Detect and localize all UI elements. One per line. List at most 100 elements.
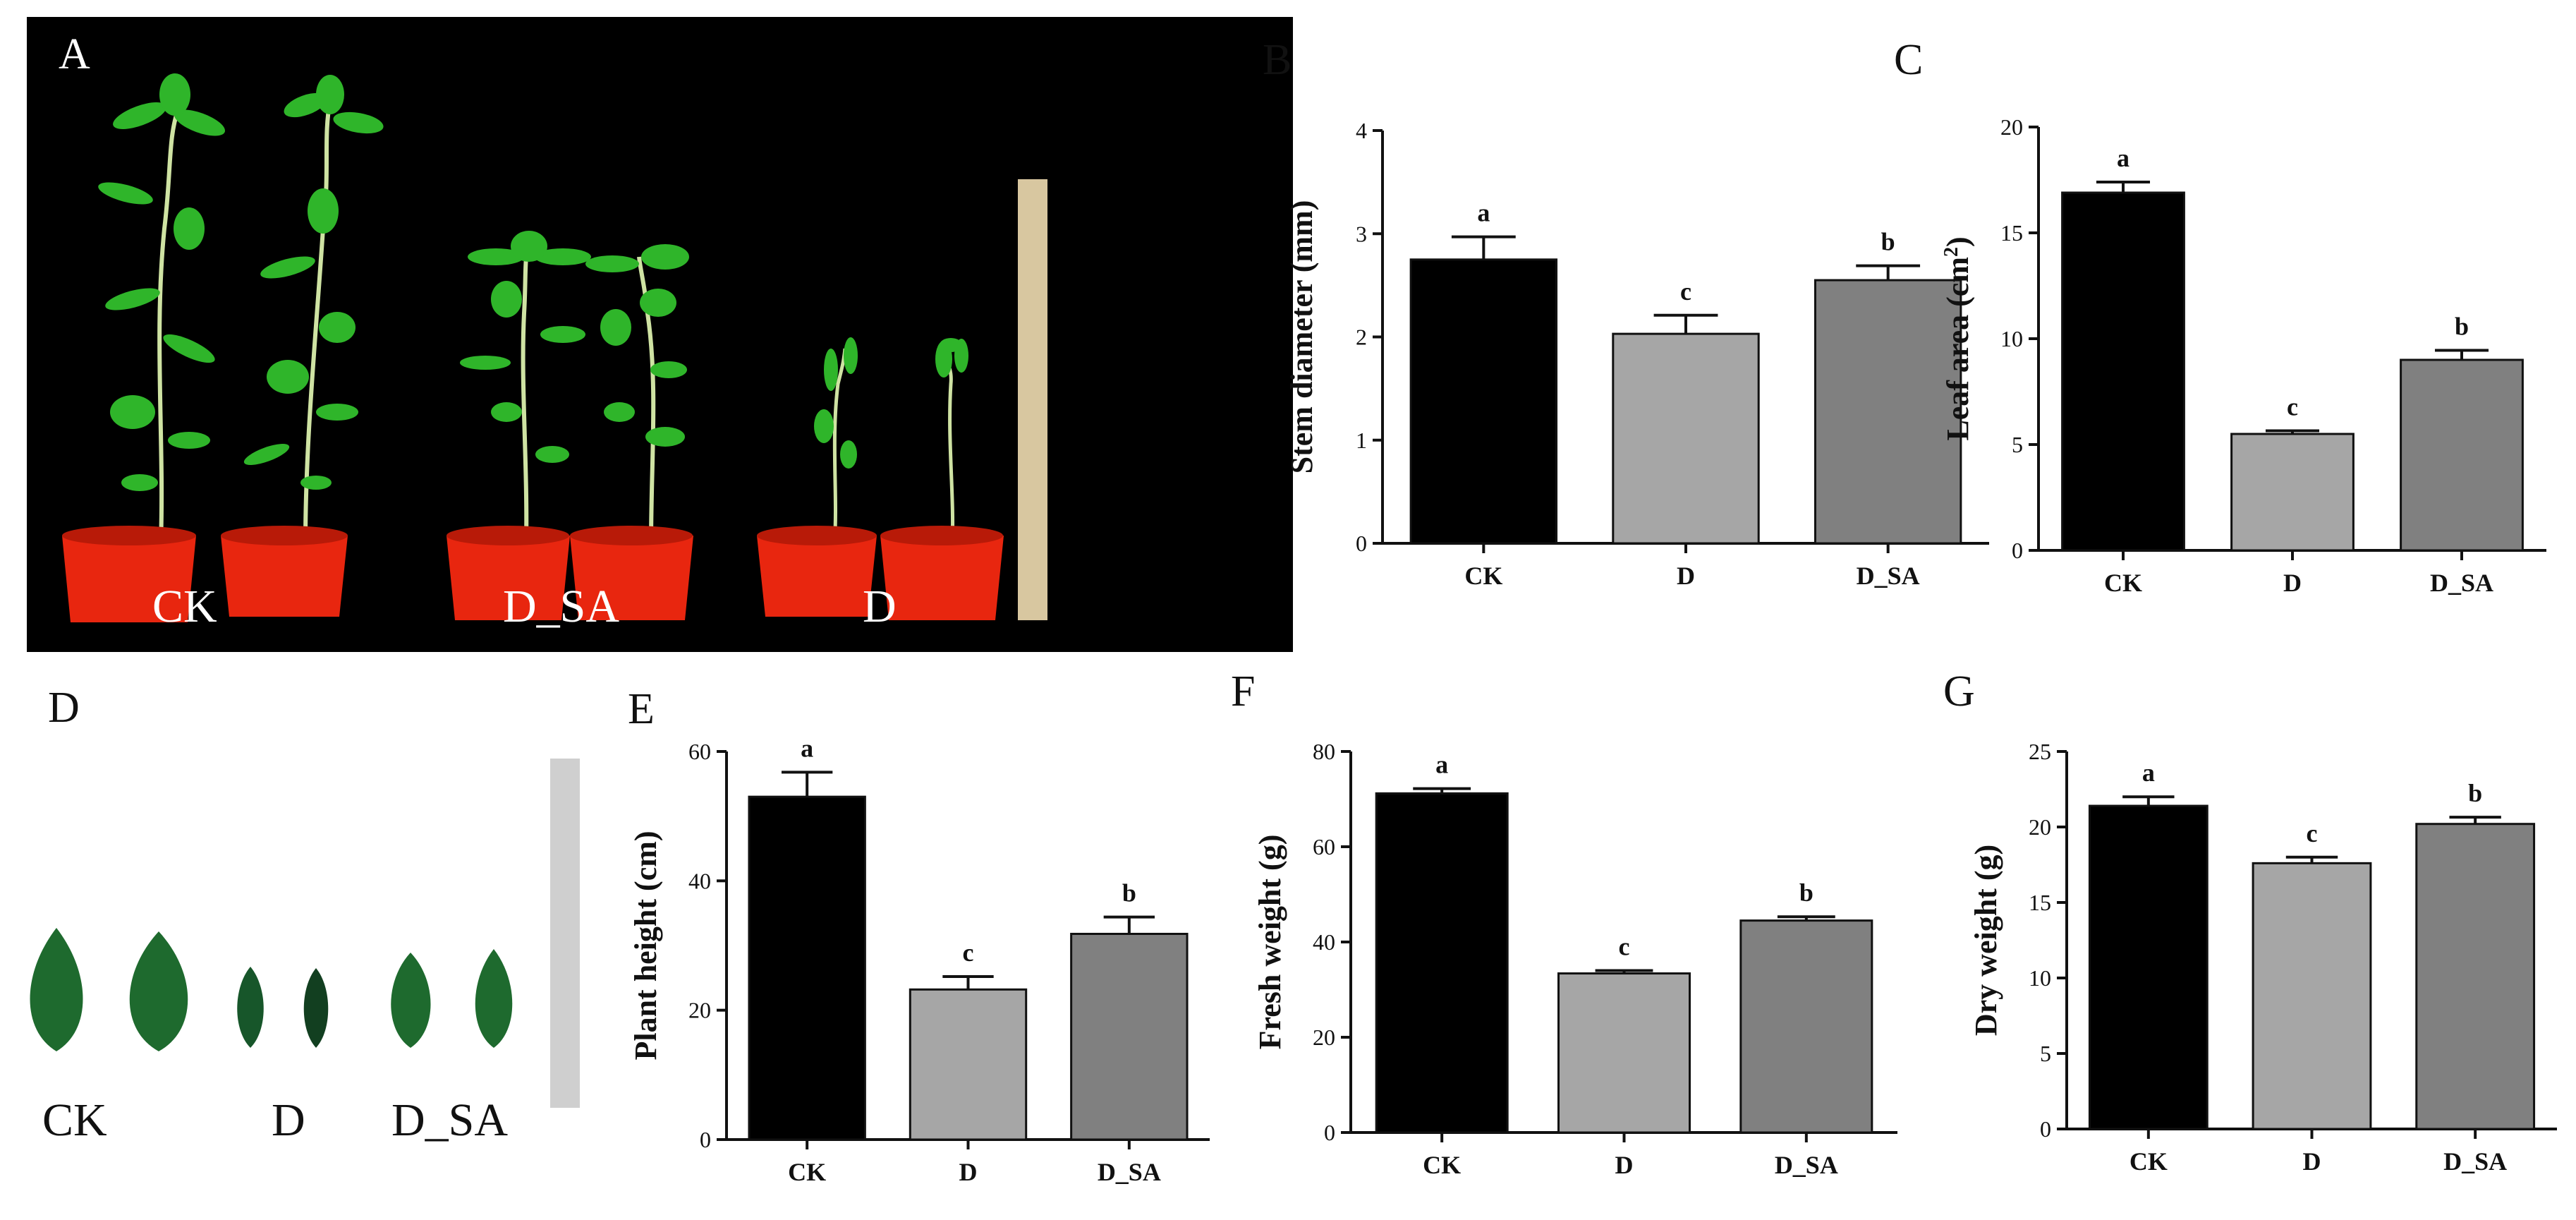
bar <box>2400 358 2524 552</box>
y-tick-label: 20 <box>688 998 711 1023</box>
significance-label: b <box>1799 878 1813 907</box>
x-tick-label: CK <box>2130 1147 2168 1176</box>
photo-a-label-d: D <box>863 581 897 632</box>
panel-label-b: B <box>1263 36 1292 84</box>
bar <box>1070 933 1189 1141</box>
plant-dsa-1 <box>460 231 591 543</box>
x-tick-label: D <box>1615 1151 1634 1179</box>
chart-svg: 0 5 10 15 20 25 Dry weight (g) a CK c Db D_SA <box>1969 739 2557 1176</box>
y-tick-label: 0 <box>700 1127 711 1152</box>
y-axis-label: Stem diameter (mm) <box>1284 200 1319 474</box>
significance-label: c <box>1680 277 1691 306</box>
significance-label: b <box>2455 313 2469 341</box>
y-tick-label: 0 <box>2012 538 2023 563</box>
x-tick-label: D <box>2283 569 2302 597</box>
y-axis-label: Dry weight (g) <box>1969 845 2003 1036</box>
significance-label: a <box>2142 759 2155 787</box>
panel-label-a: A <box>59 30 90 78</box>
panel-label-d: D <box>48 684 80 732</box>
y-tick-label: 10 <box>2029 965 2051 991</box>
bar <box>1409 258 1558 545</box>
leaves <box>30 928 513 1051</box>
plant-d-2 <box>935 338 968 543</box>
y-tick-label: 0 <box>1324 1120 1335 1145</box>
panel-label-c: C <box>1894 36 1924 84</box>
y-tick-label: 20 <box>2029 814 2051 840</box>
x-tick-label: D <box>1677 562 1695 590</box>
y-axis-label: Plant height (cm) <box>628 831 663 1060</box>
y-tick-label: 3 <box>1356 221 1367 246</box>
y-tick-label: 15 <box>2000 220 2023 246</box>
significance-label: c <box>963 938 974 967</box>
x-tick-label: CK <box>1464 562 1502 590</box>
panel-label-e: E <box>628 685 655 733</box>
y-tick-label: 15 <box>2029 890 2051 915</box>
significance-label: b <box>1881 228 1895 256</box>
significance-label: b <box>1122 879 1136 907</box>
pots <box>62 526 1004 622</box>
bar <box>2061 191 2185 552</box>
bar <box>1739 919 1873 1134</box>
panel-label-f: F <box>1231 668 1256 715</box>
x-tick-label: D_SA <box>1775 1151 1838 1179</box>
ruler-a <box>1018 179 1047 620</box>
photo-d-svg <box>30 759 580 1108</box>
x-tick-label: D_SA <box>2430 569 2493 597</box>
y-tick-label: 40 <box>1313 929 1335 955</box>
y-tick-label: 5 <box>2012 432 2023 457</box>
bar <box>1813 279 1962 545</box>
photo-a-label-ck: CK <box>152 581 217 632</box>
x-tick-label: CK <box>2104 569 2142 597</box>
bar <box>1557 972 1691 1134</box>
ruler-d <box>550 759 580 1108</box>
panel-label-g: G <box>1943 668 1975 715</box>
bar <box>909 988 1028 1141</box>
y-tick-label: 25 <box>2029 739 2051 764</box>
photo-a-plants: CK D_SA D A <box>27 17 1293 652</box>
significance-label: c <box>2307 819 2318 847</box>
y-axis-label-tail: ) <box>1940 236 1975 247</box>
x-tick-label: D_SA <box>1098 1158 1161 1186</box>
bar <box>1612 332 1760 545</box>
chart-svg: 0 5 10 15 20 Leaf area (cm2) a CK c Db D_SA <box>1940 114 2546 597</box>
y-tick-label: 5 <box>2040 1041 2051 1066</box>
significance-label: c <box>2287 393 2298 421</box>
y-tick-label: 4 <box>1356 118 1367 143</box>
y-tick-label: 2 <box>1356 325 1367 350</box>
y-tick-label: 80 <box>1313 739 1335 764</box>
chart-svg: 0 20 40 60 Plant height (cm) a CK c Db D_SA <box>628 734 1210 1186</box>
y-axis-label-sup: 2 <box>1940 247 1962 257</box>
y-axis-label: Leaf area (cm2) <box>1940 236 1976 440</box>
bar <box>2088 804 2209 1130</box>
photo-d-label-ck: CK <box>42 1094 107 1146</box>
x-tick-label: D_SA <box>2443 1147 2507 1176</box>
significance-label: a <box>1435 751 1448 779</box>
y-tick-label: 10 <box>2000 326 2023 351</box>
x-tick-label: D <box>959 1158 978 1186</box>
y-tick-label: 20 <box>2000 114 2023 140</box>
plant-ck-1 <box>98 73 226 543</box>
y-tick-label: 20 <box>1313 1025 1335 1050</box>
photo-d-label-dsa: D_SA <box>391 1094 509 1146</box>
x-tick-label: CK <box>1423 1151 1461 1179</box>
bar <box>2230 433 2355 552</box>
y-tick-label: 0 <box>1356 531 1367 556</box>
y-tick-label: 60 <box>1313 834 1335 859</box>
bar <box>2415 823 2536 1130</box>
significance-label: a <box>2117 144 2130 172</box>
significance-label: c <box>1619 933 1630 961</box>
photo-d-leaves: CK D D_SA <box>0 677 600 1185</box>
photo-a-svg <box>27 17 1293 652</box>
plant-ck-2 <box>243 75 384 543</box>
y-tick-label: 0 <box>2040 1116 2051 1142</box>
x-tick-label: D_SA <box>1857 562 1920 590</box>
y-tick-label: 40 <box>688 868 711 893</box>
bar <box>748 795 866 1141</box>
significance-label: a <box>801 734 813 762</box>
significance-label: a <box>1477 199 1490 227</box>
plant-d-1 <box>814 337 858 543</box>
